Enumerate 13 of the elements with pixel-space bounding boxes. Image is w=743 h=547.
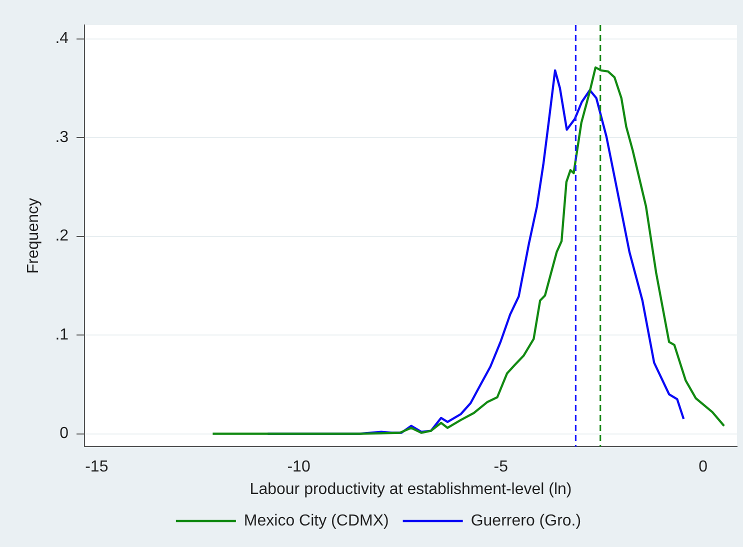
y-axis-title: Frequency xyxy=(25,198,42,274)
y-tick-label: .2 xyxy=(55,228,69,245)
x-tick-label: -15 xyxy=(85,458,108,476)
legend-label: Mexico City (CDMX) xyxy=(244,512,389,530)
x-tick-label: 0 xyxy=(698,458,708,476)
x-tick-label: -5 xyxy=(494,458,508,476)
x-axis-title: Labour productivity at establishment-level (ln) xyxy=(250,480,572,498)
x-tick-label: -10 xyxy=(287,458,310,476)
y-tick-label: .4 xyxy=(55,30,69,48)
y-tick-label: .3 xyxy=(55,128,69,146)
legend-label: Guerrero (Gro.) xyxy=(470,512,582,530)
y-tick-label: 0 xyxy=(60,425,69,442)
y-tick-label: .1 xyxy=(55,326,69,344)
